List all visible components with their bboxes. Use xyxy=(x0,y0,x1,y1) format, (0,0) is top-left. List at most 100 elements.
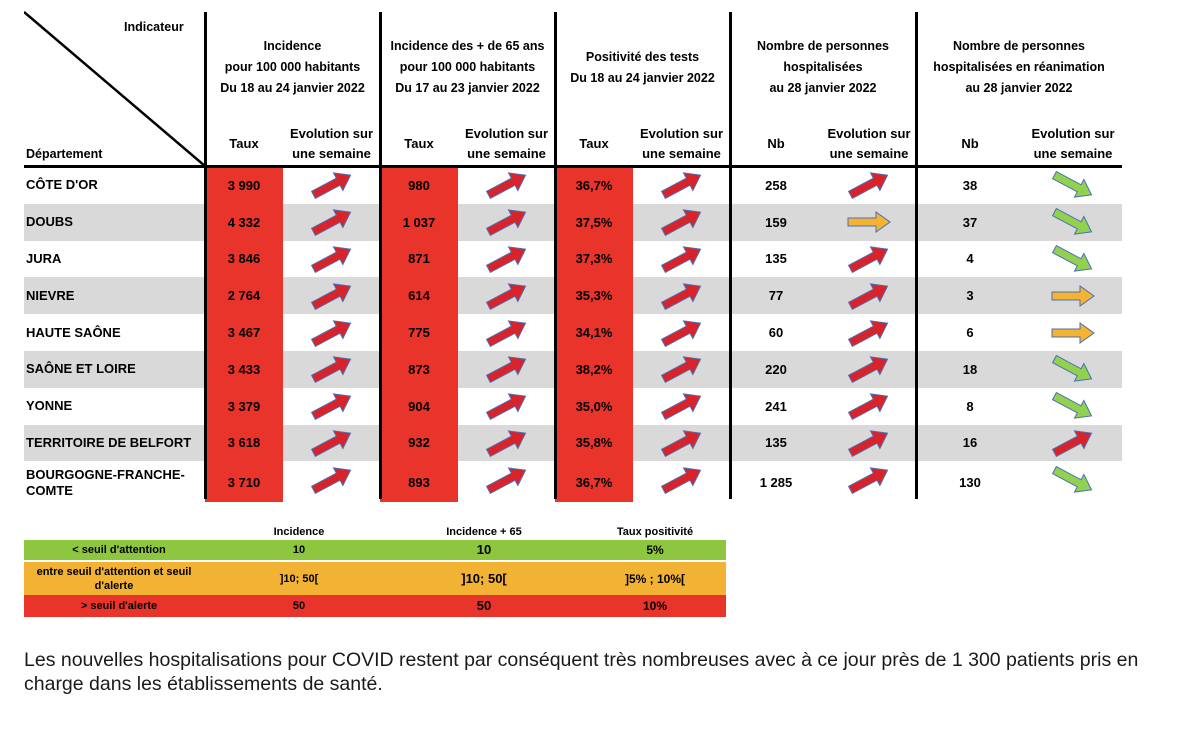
group-header-line: Du 17 au 23 janvier 2022 xyxy=(395,81,540,95)
value-inc: 4 332 xyxy=(227,214,261,230)
arrow-up-icon xyxy=(310,393,351,421)
group-header-line: pour 100 000 habitants xyxy=(224,60,361,74)
arrow-up-icon xyxy=(660,319,701,347)
legend-header: Incidence + 65 xyxy=(446,526,522,538)
arrow-up-icon xyxy=(310,319,351,347)
legend-value: ]10; 50[ xyxy=(279,572,319,585)
value-hosp: 241 xyxy=(765,398,787,414)
arrow-down-icon xyxy=(1051,245,1093,272)
legend-header: Taux positivité xyxy=(616,526,694,538)
value-pos: 35,3% xyxy=(575,288,613,304)
value-rea: 38 xyxy=(962,177,978,193)
group-header-line: Du 18 au 24 janvier 2022 xyxy=(220,81,365,95)
value-inc65: 980 xyxy=(408,177,430,193)
legend-value: 10 xyxy=(292,544,306,556)
red-rate-column xyxy=(205,167,283,503)
arrow-up-icon xyxy=(310,430,351,457)
header-diagonal xyxy=(24,11,205,167)
value-rea: 8 xyxy=(966,398,974,414)
arrow-up-icon xyxy=(847,283,889,310)
sub-header: Taux xyxy=(404,136,434,151)
arrow-up-icon xyxy=(485,356,526,384)
department-name: JURA xyxy=(26,250,62,266)
departement-label: Département xyxy=(26,147,103,161)
value-rea: 18 xyxy=(962,361,978,377)
arrow-up-icon xyxy=(310,283,351,310)
department-name: BOURGOGNE-FRANCHE- COMTE xyxy=(24,462,205,503)
indicateur-label: Indicateur xyxy=(124,20,184,34)
value-pos: 37,3% xyxy=(575,251,613,267)
value-pos: 35,8% xyxy=(575,435,613,451)
sub-header: Nb xyxy=(767,136,785,151)
group-header-line: Incidence xyxy=(263,39,322,53)
arrow-down-icon xyxy=(1051,392,1093,419)
arrow-up-icon xyxy=(310,172,351,200)
arrow-up-icon xyxy=(485,172,526,200)
value-pos: 34,1% xyxy=(575,325,613,341)
value-inc65: 614 xyxy=(408,288,430,304)
legend-label: > seuil d'alerte xyxy=(80,600,158,612)
department-name: CÔTE D'OR xyxy=(26,177,98,193)
value-inc: 3 379 xyxy=(227,398,261,414)
group-header-line: au 28 janvier 2022 xyxy=(769,81,877,95)
legend-row: entre seuil d'attention et seuil d'alert… xyxy=(24,562,726,595)
legend-label: entre seuil d'attention et seuil d'alert… xyxy=(36,565,192,592)
arrow-up-icon xyxy=(310,246,351,273)
arrow-up-icon xyxy=(485,319,526,347)
column-divider xyxy=(204,12,207,499)
value-hosp: 220 xyxy=(765,361,787,377)
department-name: HAUTE SAÔNE xyxy=(26,324,121,340)
value-hosp: 159 xyxy=(765,214,787,230)
column-divider xyxy=(554,12,557,499)
footer-paragraph: Les nouvelles hospitalisations pour COVI… xyxy=(24,649,1139,695)
value-inc: 3 618 xyxy=(227,435,261,451)
group-header: Incidence pour 100 000 habitants Du 18 au … xyxy=(205,36,380,99)
legend-label: < seuil d'attention xyxy=(72,544,166,556)
arrow-flat-icon xyxy=(1051,321,1095,344)
arrow-down-icon xyxy=(1051,208,1093,235)
arrow-flat-icon xyxy=(847,211,891,234)
legend-value: 10 xyxy=(476,542,492,557)
value-rea: 37 xyxy=(962,214,978,230)
arrow-up-icon xyxy=(847,356,889,384)
value-inc65: 873 xyxy=(408,361,430,377)
value-pos: 35,0% xyxy=(575,398,613,414)
sub-header: Taux xyxy=(579,136,609,151)
red-rate-column xyxy=(555,167,633,503)
arrow-up-icon xyxy=(660,430,701,457)
department-name: DOUBS xyxy=(26,214,73,230)
value-pos: 38,2% xyxy=(575,361,613,377)
arrow-up-icon xyxy=(847,467,889,494)
group-header: Incidence des + de 65 ans pour 100 000 ha… xyxy=(380,36,555,99)
value-pos: 36,7% xyxy=(575,177,613,193)
department-name: SAÔNE ET LOIRE xyxy=(26,361,136,377)
value-rea: 130 xyxy=(959,475,981,491)
arrow-up-icon xyxy=(660,172,701,200)
department-name: YONNE xyxy=(26,398,73,414)
arrow-up-icon xyxy=(847,172,889,200)
value-inc: 3 990 xyxy=(227,177,261,193)
arrow-up-icon xyxy=(485,430,526,457)
value-inc: 3 467 xyxy=(227,325,261,341)
legend-row: < seuil d'attention 10 10 5% xyxy=(24,540,726,560)
value-hosp: 77 xyxy=(768,288,784,304)
arrow-down-icon xyxy=(1051,171,1093,199)
indicator-table: Indicateur Département Incidence pour 100 0… xyxy=(24,10,1122,503)
column-divider xyxy=(379,12,382,499)
arrow-up-icon xyxy=(660,283,701,310)
arrow-up-icon xyxy=(660,467,701,494)
arrow-up-icon xyxy=(660,356,701,384)
value-pos: 36,7% xyxy=(575,475,613,491)
group-header-line: pour 100 000 habitants xyxy=(399,60,536,74)
sub-header: Evolution sur une semaine xyxy=(289,126,374,161)
value-hosp: 135 xyxy=(765,251,787,267)
legend-value: 5% xyxy=(646,543,664,557)
value-inc65: 932 xyxy=(408,435,430,451)
group-header-line: Nombre de personnes xyxy=(757,39,889,53)
arrow-up-icon xyxy=(310,209,351,237)
sub-header: Evolution sur une semaine xyxy=(827,126,911,161)
value-inc65: 775 xyxy=(408,325,430,341)
arrow-up-icon xyxy=(485,283,526,310)
arrow-up-icon xyxy=(660,393,701,421)
value-inc65: 1 037 xyxy=(402,214,436,230)
